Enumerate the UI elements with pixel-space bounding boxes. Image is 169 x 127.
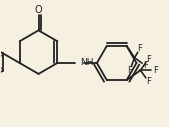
Text: F: F — [137, 44, 142, 53]
Text: O: O — [35, 5, 42, 15]
Text: F: F — [153, 66, 158, 75]
Text: NH: NH — [80, 58, 94, 67]
Text: F: F — [143, 61, 148, 70]
Text: F: F — [146, 55, 151, 64]
Text: F: F — [127, 66, 132, 75]
Text: F: F — [146, 77, 151, 86]
